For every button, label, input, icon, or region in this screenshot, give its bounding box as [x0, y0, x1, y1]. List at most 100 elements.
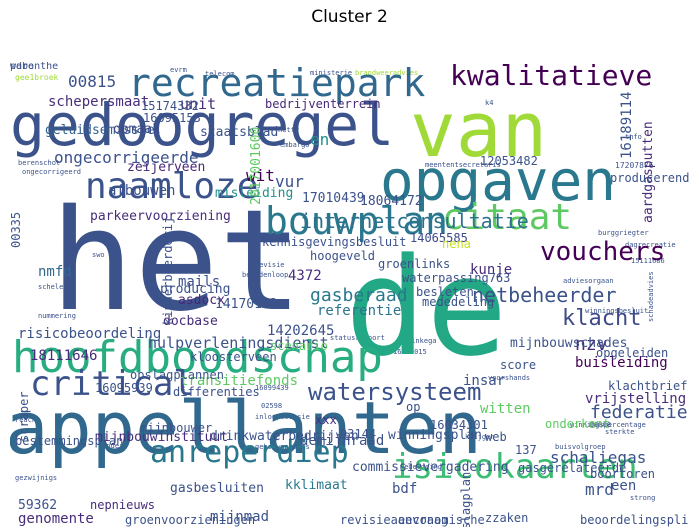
- word-3: appellanten: [10, 386, 482, 470]
- word-87: score: [500, 358, 537, 372]
- word-106: differenties: [173, 385, 260, 399]
- word-53: buisleiding: [575, 355, 668, 371]
- word-72: nepnieuws: [90, 498, 156, 512]
- word-85: opgeleiden: [596, 346, 669, 360]
- word-63: demijnraad: [300, 433, 385, 449]
- word-74: groenvoorzieningen: [125, 513, 256, 527]
- word-4: gedoogregel: [10, 91, 395, 159]
- word-82: boortoren: [590, 467, 656, 481]
- minor-word-8: embargo: [280, 141, 310, 149]
- minor-word-25: winningspercentage: [570, 421, 646, 429]
- word-23: geluidsemissie: [45, 123, 155, 138]
- word-25: staatsblad: [200, 125, 279, 140]
- word-38: nmfd: [38, 264, 72, 280]
- word-32: en: [310, 130, 330, 149]
- word-21: ongecorrigeerde: [54, 148, 199, 167]
- word-55: federatie: [590, 402, 688, 423]
- word-92: producerend: [610, 171, 689, 185]
- minor-word-38: gezwijnigs: [15, 474, 58, 482]
- minor-word-40: sterkte: [605, 428, 635, 436]
- word-99: 16095153: [143, 111, 201, 125]
- minor-word-32: hinder: [98, 442, 124, 450]
- minor-word-7: hetty: [278, 126, 300, 134]
- word-39: mails: [178, 274, 221, 290]
- minor-word-30: 02598: [261, 402, 283, 410]
- word-79: beoordelingsplicht: [580, 513, 689, 527]
- minor-word-20: 16170015: [393, 348, 427, 356]
- word-0: het: [50, 180, 303, 343]
- minor-word-33: krijger: [465, 433, 495, 441]
- word-37: gasberaad: [310, 285, 408, 306]
- minor-word-28: nummering: [38, 312, 76, 320]
- word-42: docbase: [163, 314, 218, 329]
- word-31: vur: [275, 172, 304, 191]
- minor-word-21: adviesorgaan: [563, 277, 614, 285]
- word-50: referentie: [317, 303, 402, 319]
- minor-word-19: voorshands: [488, 374, 531, 382]
- word-44: kunje: [470, 262, 513, 278]
- word-45: 14065585: [410, 231, 468, 245]
- word-101: scenario: [270, 339, 328, 353]
- word-43: 4372: [288, 268, 322, 284]
- word-54: vrijstelling: [585, 391, 687, 407]
- word-58: 00335: [10, 211, 23, 248]
- word-35: 18064172: [360, 194, 423, 209]
- word-30: wit: [246, 166, 275, 185]
- word-93: kennisgevingsbesluit: [262, 235, 407, 249]
- minor-word-10: ongecorrigeerd: [22, 168, 82, 176]
- word-10: naamloze: [85, 166, 259, 207]
- minor-word-13: 2509: [88, 234, 105, 242]
- minor-word-9: berenschot: [18, 159, 61, 167]
- minor-word-1: evrm: [170, 66, 187, 74]
- word-114: producing: [160, 282, 231, 297]
- word-71: 59362: [18, 498, 58, 513]
- word-104: bestemmingsplan: [15, 434, 124, 448]
- minor-word-34: strong: [630, 494, 656, 502]
- word-66: mrd: [585, 480, 614, 499]
- word-13: isicokaarten: [392, 447, 638, 487]
- word-57: insar: [463, 373, 506, 389]
- word-12: critical: [30, 364, 194, 404]
- minor-word-16: benedenloop: [242, 271, 289, 279]
- minor-word-43: 15111686: [631, 257, 665, 265]
- word-83: winningsplan: [388, 428, 482, 443]
- word-80: gasgerelateerde: [518, 461, 627, 475]
- word-108: 93144: [340, 427, 377, 441]
- word-84: 16034301: [430, 418, 488, 432]
- word-102: kloosterveen: [190, 350, 277, 364]
- word-70: commissievergadering: [352, 460, 509, 475]
- word-97: besleten: [416, 285, 474, 299]
- minor-word-17: statusrapport: [330, 334, 385, 342]
- word-48: 18111646: [30, 348, 98, 364]
- word-47: risicobeoordeling: [18, 326, 162, 342]
- figure-title: Cluster 2: [311, 7, 388, 27]
- word-100: 2017001600: [249, 126, 264, 205]
- word-15: vouchers: [540, 237, 666, 267]
- word-41: 14170142: [215, 297, 278, 312]
- word-56: witten: [480, 401, 531, 417]
- word-116: hena: [442, 237, 471, 251]
- word-110: web: [485, 430, 507, 444]
- word-34: 17010439: [302, 191, 365, 206]
- word-14: anreperdiep: [150, 435, 349, 470]
- minor-word-6: tnfo: [625, 133, 642, 141]
- word-67: een: [611, 478, 637, 494]
- word-40: asdocx: [178, 293, 225, 308]
- word-29: afbouwen: [108, 183, 176, 199]
- word-20: 00815: [68, 72, 117, 91]
- word-112: 137: [515, 443, 537, 457]
- word-11: bouwplan: [265, 199, 449, 243]
- word-81: onderkent: [545, 417, 611, 431]
- minor-word-22: dagrecreatie: [625, 241, 676, 249]
- word-98: 15174332: [141, 99, 199, 113]
- word-19: klacht: [562, 306, 642, 331]
- word-89: 16189114: [619, 91, 635, 160]
- minor-word-18: vinkega: [407, 337, 437, 345]
- minor-word-5: k4: [485, 99, 494, 107]
- word-22: schepersmaat: [48, 94, 150, 110]
- word-75: mijnmad: [210, 509, 270, 525]
- word-77: eeconomische: [398, 513, 485, 527]
- word-9: citaat: [442, 197, 573, 238]
- word-69: gasbesluiten: [170, 481, 264, 496]
- word-91: 12053482: [480, 154, 538, 168]
